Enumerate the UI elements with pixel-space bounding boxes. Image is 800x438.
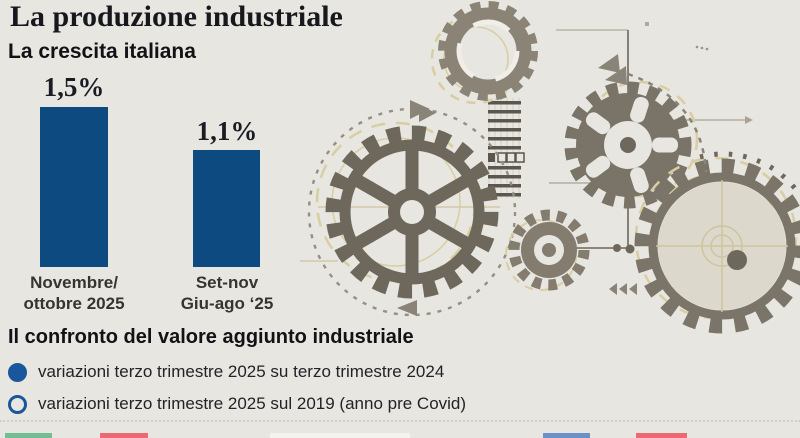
legend-label: variazioni terzo trimestre 2025 su terzo… [38, 362, 445, 381]
dots-icon [695, 45, 709, 51]
gears-illustration [300, 1, 800, 334]
gear-small-icon [505, 209, 590, 291]
bar-category-label: Novembre/ ottobre 2025 [2, 272, 146, 314]
bar-category-label: Set-nov Giu-ago ‘25 [154, 272, 300, 314]
gear-crosshair-icon [634, 151, 800, 334]
bar-value-label: 1,1% [196, 116, 258, 146]
construction-lines [300, 206, 500, 262]
dot-icon [645, 22, 649, 26]
arrow-right-icon [410, 100, 430, 119]
open-circle-icon [8, 394, 27, 414]
bar-value-label: 1,5% [43, 72, 105, 102]
cropped-strip [543, 433, 590, 438]
arrow-left-icon [598, 54, 620, 73]
cropped-strip [5, 433, 52, 438]
bar-category-line: Giu-ago ‘25 [180, 294, 274, 313]
cropped-strip [270, 433, 410, 438]
arrow-left-icon [605, 66, 627, 85]
arrow-left-icon [397, 300, 417, 316]
page-title: La produzione industriale [10, 0, 343, 33]
dashed-orbit-icon [307, 107, 517, 317]
bar-category-line: ottobre 2025 [23, 294, 125, 313]
legend-label: variazioni terzo trimestre 2025 sul 2019… [38, 394, 467, 413]
legend-item: variazioni terzo trimestre 2025 sul 2019… [8, 394, 466, 414]
gear-slotted-icon [556, 29, 699, 254]
bar-category-line: Set-nov [195, 273, 259, 292]
gear-top-icon [430, 1, 538, 105]
cropped-strip [100, 433, 148, 438]
chevrons-left-icon [609, 283, 637, 295]
dotted-separator [0, 420, 800, 422]
cropped-strip [636, 433, 687, 438]
pointer-lines [549, 119, 746, 184]
legend-item: variazioni terzo trimestre 2025 su terzo… [8, 362, 444, 382]
arrow-tip-icon [745, 116, 753, 124]
bar-novembre-ottobre [40, 107, 108, 267]
chart-subtitle: La crescita italiana [8, 40, 196, 63]
filled-circle-icon [8, 362, 27, 382]
ladder-graphic [488, 98, 525, 198]
bar-category-line: Novembre/ [30, 273, 118, 292]
comparison-heading: Il confronto del valore aggiunto industr… [8, 326, 414, 348]
bar-set-nov [193, 150, 260, 267]
dotted-arc-icon [699, 151, 800, 193]
gear-spoked-icon [307, 107, 517, 317]
arrow-right-icon [419, 105, 436, 122]
dashed-curve-icon [627, 72, 708, 173]
